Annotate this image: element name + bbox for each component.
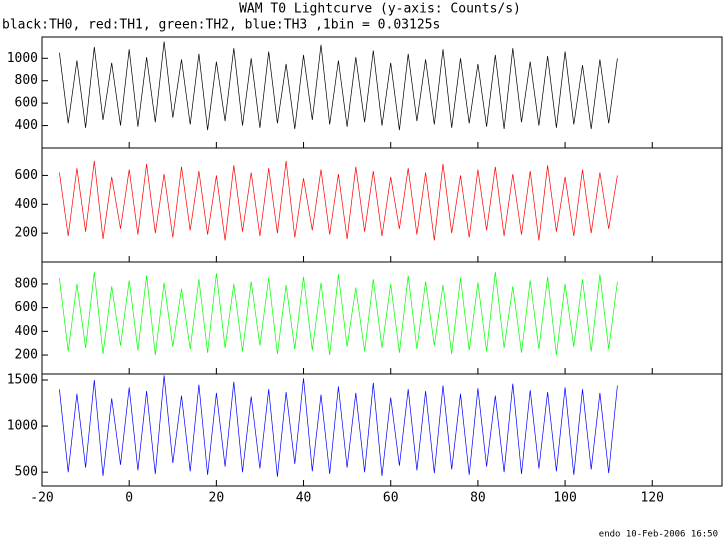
panel-frame [41, 261, 723, 375]
y-tick-label: 400 [15, 197, 38, 212]
chart-title: WAM T0 Lightcurve (y-axis: Counts/s) [239, 2, 521, 17]
x-tick-label: 20 [209, 491, 225, 506]
x-tick-label: 40 [296, 491, 312, 506]
y-tick-label: 600 [15, 96, 38, 111]
y-tick-label: 400 [15, 324, 38, 339]
y-tick-label: 200 [15, 348, 38, 363]
series-line [59, 41, 618, 131]
panel-frame [41, 373, 723, 487]
series-line [59, 272, 618, 356]
x-tick-label: 0 [125, 491, 133, 506]
series-line [59, 375, 618, 477]
y-tick-label: 400 [15, 118, 38, 133]
series-line [59, 160, 618, 241]
panel-frame [41, 36, 723, 149]
x-tick-label: 60 [383, 491, 399, 506]
y-tick-label: 500 [15, 465, 38, 480]
y-tick-label: 200 [15, 226, 38, 241]
y-tick-label: 600 [15, 168, 38, 183]
y-tick-label: 1500 [7, 372, 38, 387]
y-tick-label: 800 [15, 276, 38, 291]
y-tick-label: 1000 [7, 51, 38, 66]
y-tick-label: 800 [15, 73, 38, 88]
x-tick-label: -20 [30, 491, 53, 506]
chart-subtitle: black:TH0, red:TH1, green:TH2, blue:TH3 … [2, 18, 440, 33]
x-tick-label: 80 [470, 491, 486, 506]
panel-frame [41, 147, 723, 263]
footer: endo 10-Feb-2006 16:50 [599, 530, 718, 539]
x-tick-label: 100 [553, 491, 576, 506]
x-tick-label: 120 [641, 491, 664, 506]
y-tick-label: 1000 [7, 419, 38, 434]
y-tick-label: 600 [15, 300, 38, 315]
